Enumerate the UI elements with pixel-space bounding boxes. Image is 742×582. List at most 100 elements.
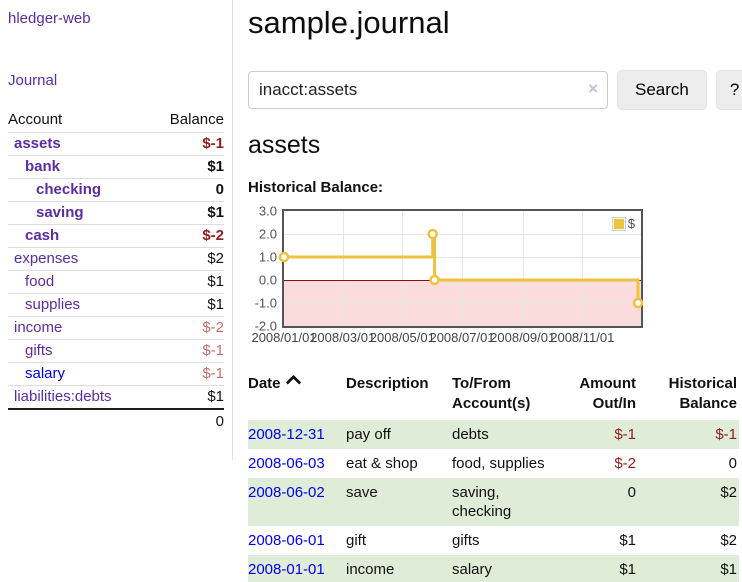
search-button[interactable]: Search (617, 70, 707, 110)
account-balance: $2 (149, 247, 224, 271)
register-table-header: Date Description To/From Account(s) Amou… (248, 370, 739, 420)
register-table: Date Description To/From Account(s) Amou… (248, 370, 739, 582)
account-link[interactable]: liabilities:debts (14, 388, 112, 405)
account-row: gifts $-1 (8, 339, 224, 363)
account-column-header: Account (8, 109, 150, 133)
x-tick-label: 2008/05/01 (369, 330, 435, 345)
account-link[interactable]: supplies (25, 296, 81, 313)
transaction-amount: $-1 (614, 426, 636, 443)
clear-search-icon[interactable]: × (588, 79, 598, 98)
account-row: food $1 (8, 270, 224, 294)
transaction-accounts: food, supplies (452, 455, 545, 472)
sidebar: hledger-web Journal Account Balance asse… (0, 0, 233, 460)
main-content: sample.journal × Search ? assets Histori… (233, 0, 742, 582)
account-link[interactable]: income (14, 319, 63, 336)
transaction-row: 2008-06-01 gift gifts $1 $2 (248, 526, 739, 555)
account-link[interactable]: food (25, 273, 55, 290)
y-tick-label: 0.0 (258, 272, 277, 288)
account-row: assets $-1 (8, 132, 224, 156)
account-link[interactable]: checking (36, 181, 102, 198)
transaction-accounts: gifts (452, 532, 480, 549)
transaction-amount: $1 (619, 561, 636, 578)
x-tick-label: 2008/07/01 (429, 330, 495, 345)
account-link[interactable]: assets (14, 135, 61, 152)
y-axis-labels: 3.0 2.0 1.0 0.0 -1.0 -2.0 (248, 204, 282, 334)
transaction-row: 2008-06-03 eat & shop food, supplies $-2 0 (248, 449, 739, 478)
amount-column-header: Amount Out/In (579, 375, 636, 412)
date-column-header[interactable]: Date (248, 370, 346, 420)
transaction-row: 2008-12-31 pay off debts $-1 $-1 (248, 420, 739, 449)
gridline-vertical (582, 211, 584, 326)
chart-title: Historical Balance: (248, 179, 384, 196)
transaction-date-link[interactable]: 2008-06-01 (248, 532, 325, 549)
account-link[interactable]: bank (25, 158, 61, 175)
x-tick-label: 2008/09/01 (490, 330, 556, 345)
y-tick-label: 2.0 (258, 226, 277, 242)
search-box: × (248, 71, 608, 109)
account-link[interactable]: salary (25, 365, 66, 382)
account-row: supplies $1 (8, 293, 224, 317)
transaction-accounts: salary (452, 561, 493, 578)
sidebar-item-journal[interactable]: Journal (8, 72, 58, 89)
x-tick-label: 2008/03/01 (310, 330, 376, 345)
transaction-description: eat & shop (346, 455, 418, 472)
register-table-body: 2008-12-31 pay off debts $-1 $-1 2008-06-03 ea… (248, 420, 739, 582)
gridline-vertical (342, 211, 344, 326)
transaction-date-link[interactable]: 2008-12-31 (248, 426, 325, 443)
account-link[interactable]: gifts (25, 342, 53, 359)
transaction-balance: $2 (720, 484, 737, 501)
app-title-link[interactable]: hledger-web (8, 10, 91, 27)
legend-swatch (611, 216, 626, 231)
account-total-spacer (8, 408, 150, 433)
account-table-body: assets $-1 bank $1 checking 0 saving $1 cash $-2 e… (8, 132, 224, 410)
transaction-date-link[interactable]: 2008-06-03 (248, 455, 325, 472)
account-row: salary $-1 (8, 362, 224, 386)
balance-column-header-main: Historical Balance (668, 375, 737, 412)
gridline-vertical (522, 211, 524, 326)
y-tick-label: 1.0 (258, 249, 277, 265)
transaction-date-link[interactable]: 2008-06-02 (248, 484, 325, 501)
account-link[interactable]: cash (25, 227, 60, 244)
transaction-accounts: debts (452, 426, 489, 443)
description-column-header: Description (346, 375, 429, 392)
help-button[interactable]: ? (715, 70, 742, 110)
account-row: bank $1 (8, 155, 224, 179)
account-balance: $1 (149, 293, 224, 317)
account-balance: $1 (149, 385, 224, 410)
account-row: checking 0 (8, 178, 224, 202)
transaction-amount: $-2 (614, 455, 636, 472)
account-row: cash $-2 (8, 224, 224, 248)
gridline-vertical (402, 211, 404, 326)
transaction-description: gift (346, 532, 367, 549)
transaction-description: pay off (346, 426, 391, 443)
account-balance: 0 (149, 178, 224, 202)
x-tick-label: 2008/11/01 (550, 330, 615, 345)
account-balance: $1 (149, 201, 224, 225)
account-balance-table: Account Balance assets $-1 bank $1 checking 0… (8, 109, 224, 433)
account-balance: $-2 (149, 224, 224, 248)
transaction-amount: $1 (619, 532, 636, 549)
gridline-vertical (462, 211, 463, 326)
account-balance: $-1 (149, 339, 224, 363)
account-balance: $1 (149, 155, 224, 179)
account-link[interactable]: expenses (14, 250, 79, 267)
x-axis-labels: 2008/01/01 2008/03/01 2008/05/01 2008/07/01… (251, 330, 649, 348)
transaction-balance: $-1 (715, 426, 737, 443)
account-balance: $-1 (149, 362, 224, 386)
transaction-balance: 0 (728, 455, 737, 472)
search-bar: × Search ? (248, 70, 742, 110)
balance-chart: 3.0 2.0 1.0 0.0 -1.0 -2.0 $ (248, 204, 742, 334)
date-header-label: Date (248, 375, 281, 392)
search-input[interactable] (248, 71, 608, 109)
gridline-horizontal (284, 303, 641, 304)
transaction-date-link[interactable]: 2008-01-01 (248, 561, 325, 578)
gridline-horizontal (284, 257, 641, 258)
transaction-amount: 0 (627, 484, 636, 501)
account-link[interactable]: saving (36, 204, 84, 221)
transaction-description: save (346, 484, 378, 501)
account-balance: $-2 (149, 316, 224, 340)
chevron-up-icon (285, 374, 301, 391)
account-row: liabilities:debts $1 (8, 385, 224, 410)
chart-legend: $ (609, 215, 637, 232)
